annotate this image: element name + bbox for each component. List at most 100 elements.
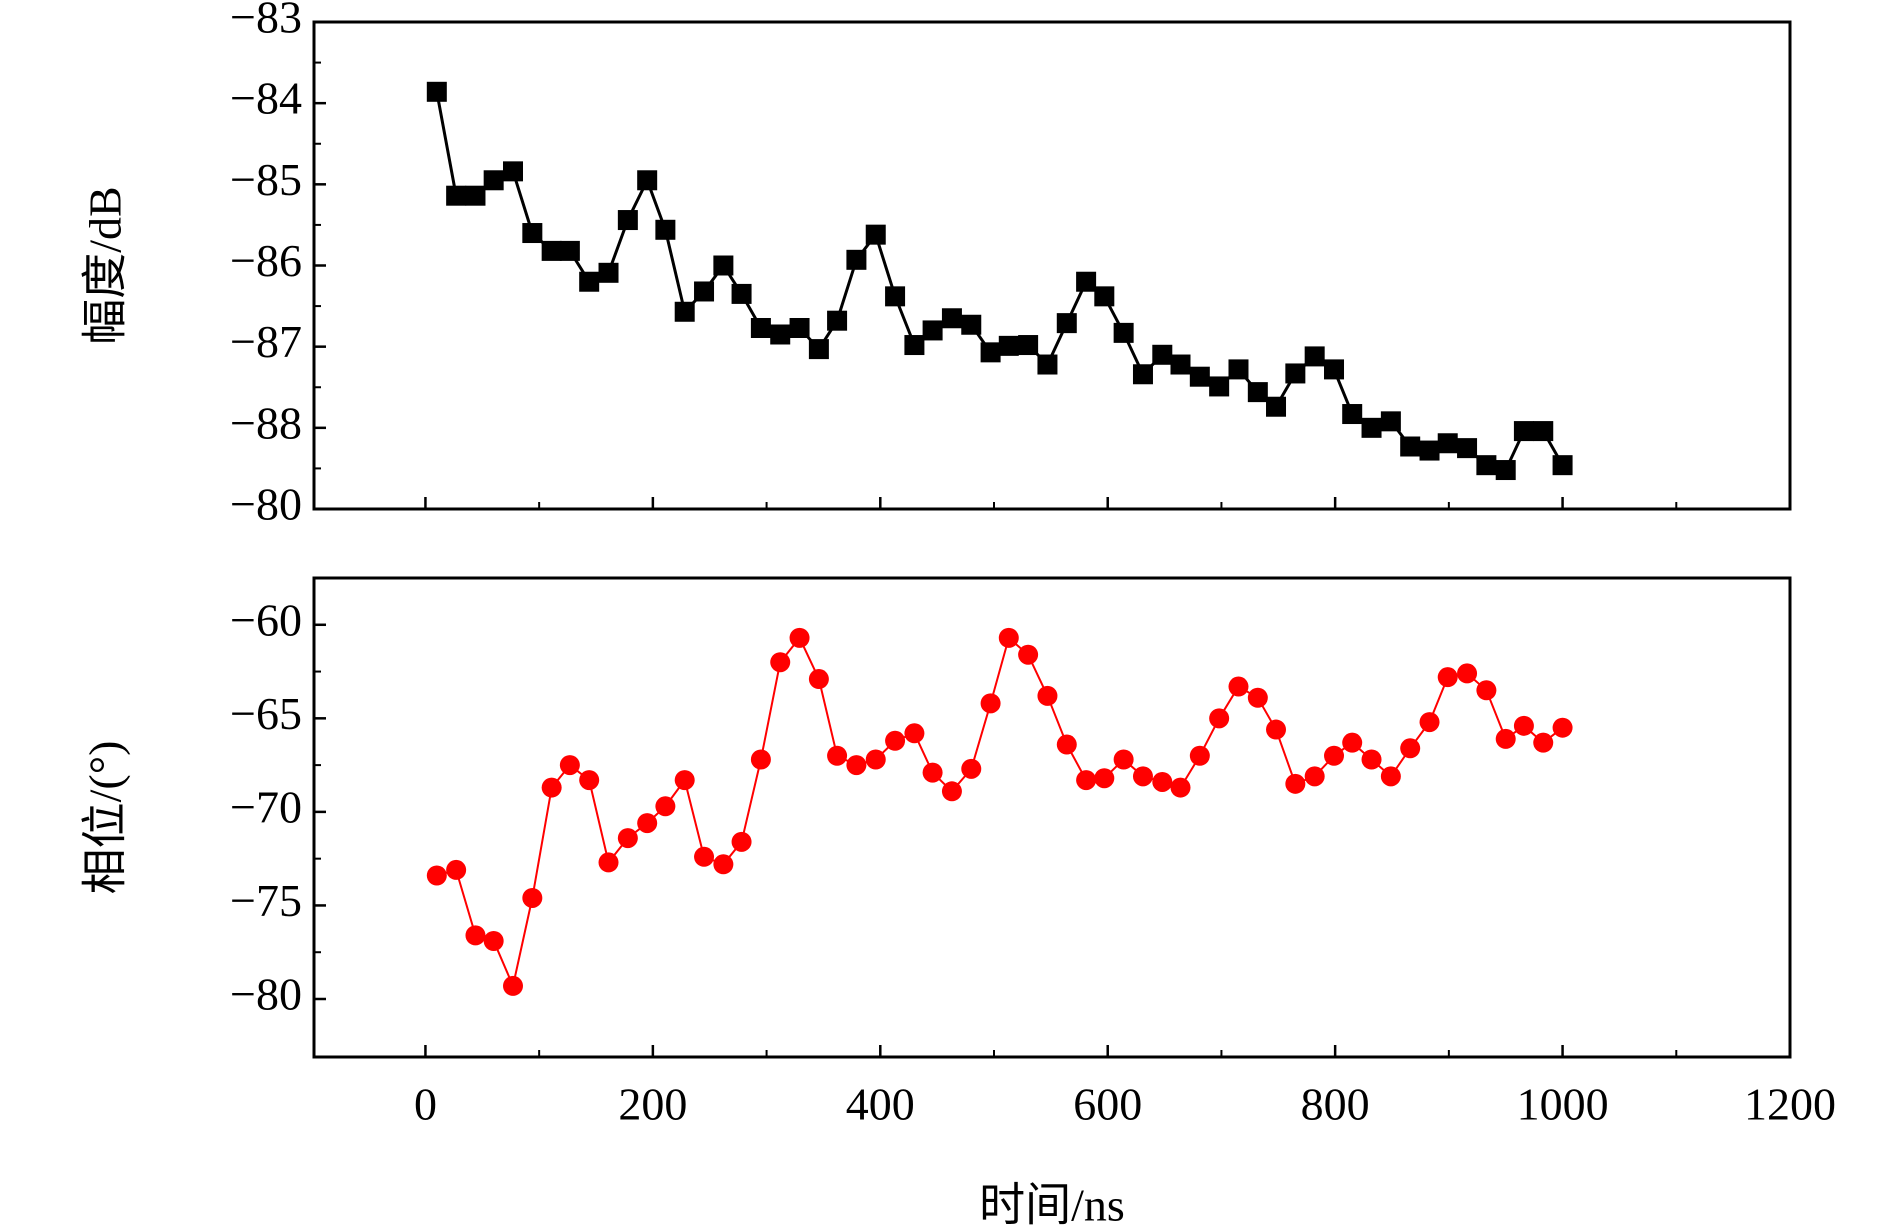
marker xyxy=(694,846,715,867)
marker xyxy=(1419,712,1440,733)
marker xyxy=(961,758,982,779)
marker xyxy=(1018,644,1039,665)
marker xyxy=(770,324,791,345)
marker xyxy=(426,81,447,102)
marker xyxy=(655,219,676,240)
marker xyxy=(1189,366,1210,387)
marker xyxy=(1209,376,1230,397)
marker xyxy=(541,240,562,261)
marker xyxy=(1228,676,1249,697)
marker xyxy=(1076,770,1097,791)
marker xyxy=(998,627,1019,648)
marker xyxy=(1037,354,1058,375)
x-axis-label: 时间/ns xyxy=(979,1180,1125,1229)
marker xyxy=(750,317,771,338)
y-tick-label: −88 xyxy=(230,397,302,448)
marker xyxy=(465,925,486,946)
y-tick-label: −75 xyxy=(230,875,302,926)
marker xyxy=(1228,359,1249,380)
marker xyxy=(750,749,771,770)
plot-frame xyxy=(312,20,1792,511)
y-axis-label: 幅度/dB xyxy=(80,186,131,344)
marker xyxy=(1304,766,1325,787)
marker xyxy=(483,930,504,951)
marker xyxy=(541,777,562,798)
marker xyxy=(1304,346,1325,367)
marker xyxy=(1400,436,1421,457)
marker xyxy=(655,796,676,817)
marker xyxy=(904,335,925,356)
marker xyxy=(1324,359,1345,380)
y-tick-label: −65 xyxy=(230,688,302,739)
marker xyxy=(617,828,638,849)
marker xyxy=(922,320,943,341)
marker xyxy=(1419,440,1440,461)
marker xyxy=(827,310,848,331)
marker xyxy=(789,317,810,338)
marker xyxy=(1094,286,1115,307)
x-tick-label: 1200 xyxy=(1744,1079,1836,1130)
marker xyxy=(674,301,695,322)
marker xyxy=(1266,719,1287,740)
marker xyxy=(808,339,829,360)
x-tick-label: 800 xyxy=(1301,1079,1370,1130)
marker xyxy=(998,335,1019,356)
marker xyxy=(1056,734,1077,755)
marker xyxy=(885,730,906,751)
series-line xyxy=(436,636,1564,990)
marker xyxy=(617,210,638,231)
marker xyxy=(502,975,523,996)
marker xyxy=(1132,766,1153,787)
marker xyxy=(713,255,734,276)
y-tick-label: −80 xyxy=(230,479,302,530)
marker xyxy=(1018,335,1039,356)
marker xyxy=(579,271,600,292)
marker xyxy=(1324,745,1345,766)
marker xyxy=(770,652,791,673)
marker xyxy=(1457,663,1478,684)
marker xyxy=(1189,745,1210,766)
marker xyxy=(1132,364,1153,385)
x-tick-label: 200 xyxy=(618,1079,687,1130)
y-axis-label: 相位/(°) xyxy=(80,741,131,895)
marker xyxy=(941,308,962,329)
marker xyxy=(1094,768,1115,789)
marker xyxy=(1342,404,1363,425)
marker xyxy=(598,262,619,283)
y-tick-label: −86 xyxy=(230,235,302,286)
marker xyxy=(1513,715,1534,736)
x-tick-label: 0 xyxy=(414,1079,437,1130)
marker xyxy=(789,627,810,648)
marker xyxy=(865,749,886,770)
marker xyxy=(1076,271,1097,292)
marker xyxy=(1513,421,1534,442)
marker xyxy=(465,185,486,206)
marker xyxy=(1170,354,1191,375)
x-tick-label: 400 xyxy=(846,1079,915,1130)
marker xyxy=(846,249,867,270)
marker xyxy=(1113,322,1134,343)
marker xyxy=(1285,773,1306,794)
marker xyxy=(1152,344,1173,365)
plot-frame xyxy=(312,576,1792,1059)
marker xyxy=(559,755,580,776)
marker xyxy=(980,693,1001,714)
marker xyxy=(1476,455,1497,476)
marker xyxy=(1552,717,1573,738)
marker xyxy=(674,770,695,791)
marker xyxy=(980,342,1001,363)
marker xyxy=(922,762,943,783)
marker xyxy=(885,286,906,307)
marker xyxy=(1266,396,1287,417)
marker xyxy=(1056,313,1077,334)
marker xyxy=(904,723,925,744)
marker xyxy=(961,314,982,335)
marker xyxy=(1533,421,1554,442)
marker xyxy=(865,224,886,245)
x-tick-label: 1000 xyxy=(1517,1079,1609,1130)
x-tick-label: 600 xyxy=(1073,1079,1142,1130)
y-tick-label: −85 xyxy=(230,154,302,205)
marker xyxy=(1380,411,1401,432)
y-tick-label: −70 xyxy=(230,781,302,832)
